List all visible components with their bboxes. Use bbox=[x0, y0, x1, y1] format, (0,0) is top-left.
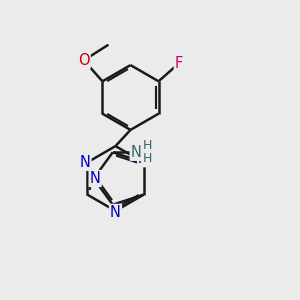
Text: N: N bbox=[110, 205, 121, 220]
Text: N: N bbox=[138, 151, 149, 166]
Text: N: N bbox=[90, 171, 101, 186]
Text: N: N bbox=[80, 155, 91, 170]
Text: O: O bbox=[78, 53, 90, 68]
Text: H: H bbox=[143, 152, 152, 165]
Text: H: H bbox=[143, 139, 152, 152]
Text: N: N bbox=[131, 145, 142, 160]
Text: F: F bbox=[175, 56, 183, 71]
